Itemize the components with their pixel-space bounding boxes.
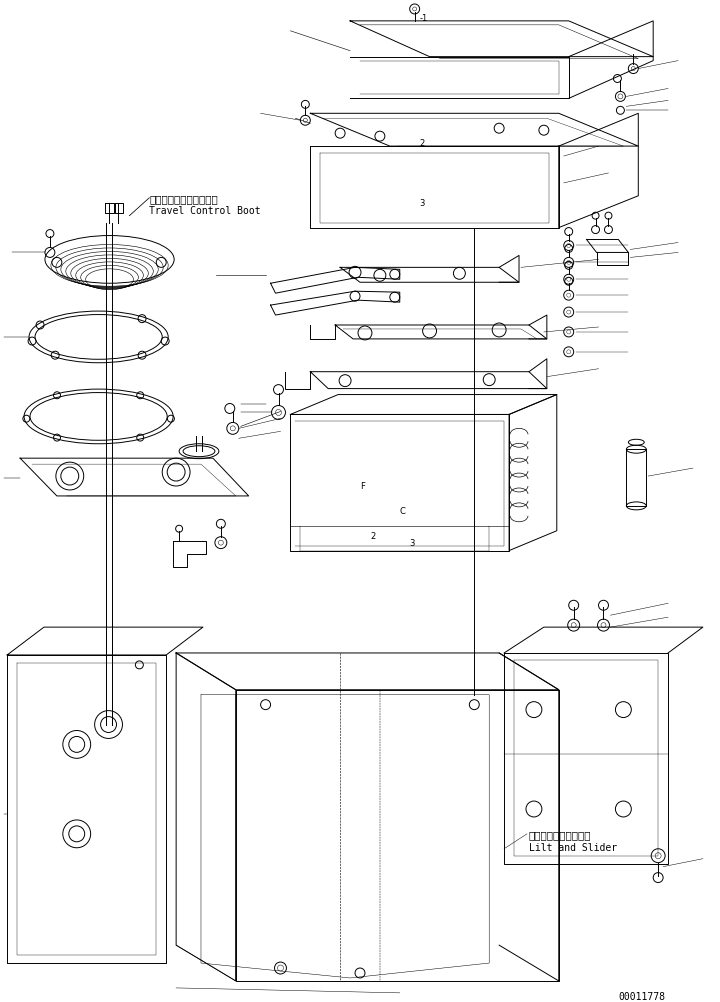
Text: 走行コントロールブート: 走行コントロールブート <box>149 193 218 203</box>
Text: 3: 3 <box>420 198 425 207</box>
Text: 00011778: 00011778 <box>618 991 665 1001</box>
Text: -1: -1 <box>420 14 428 23</box>
Text: Travel Control Boot: Travel Control Boot <box>149 205 261 215</box>
Text: リフトおよびスライダ: リフトおよびスライダ <box>529 829 591 839</box>
Text: 2: 2 <box>420 139 425 148</box>
Text: C: C <box>400 506 405 515</box>
Text: Lilt and Slider: Lilt and Slider <box>529 842 617 852</box>
Text: 3: 3 <box>410 538 415 547</box>
Text: 2: 2 <box>370 531 375 540</box>
Text: F: F <box>360 482 365 491</box>
